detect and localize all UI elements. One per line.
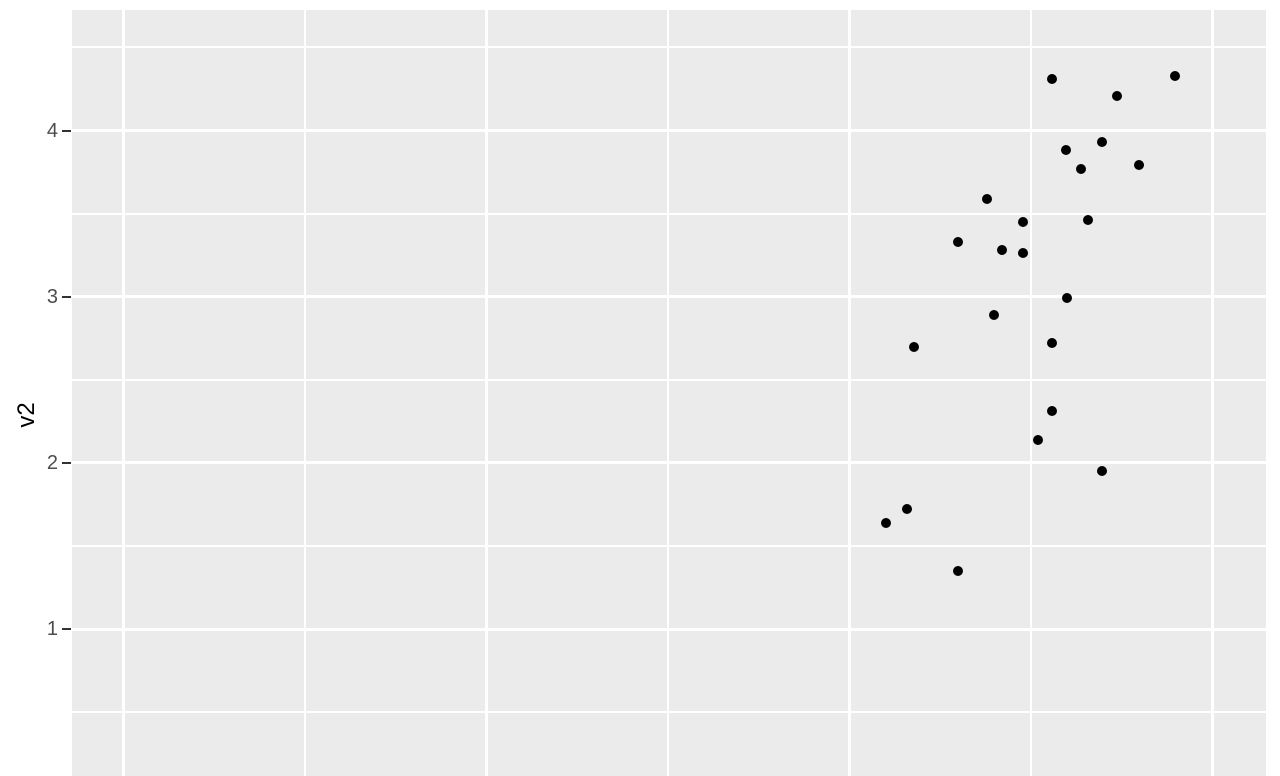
gridline-minor-x (1029, 10, 1032, 776)
data-point (1083, 215, 1093, 226)
data-point (1018, 248, 1028, 259)
gridline-major-y (72, 627, 1266, 631)
data-point (1097, 137, 1107, 148)
gridline-major-y (72, 461, 1266, 465)
y-tick-mark (62, 461, 71, 464)
gridline-major-x (1210, 10, 1214, 776)
y-tick-mark (62, 628, 71, 630)
data-point (1170, 70, 1180, 81)
gridline-minor-y (72, 378, 1266, 381)
data-point (1047, 338, 1057, 349)
gridline-minor-x (303, 10, 306, 776)
data-point (997, 245, 1007, 256)
data-point (1062, 293, 1072, 304)
y-tick-mark (62, 295, 71, 298)
data-point (1112, 90, 1122, 101)
data-point (1033, 434, 1043, 445)
data-point (1061, 145, 1071, 156)
data-point (982, 193, 992, 204)
gridline-minor-y (72, 711, 1266, 714)
data-point (909, 341, 919, 352)
gridline-minor-x (666, 10, 669, 776)
data-point (1134, 160, 1144, 171)
gridline-major-x (484, 10, 488, 776)
data-point (953, 236, 963, 247)
data-point (902, 504, 912, 515)
y-tick-label: 4 (46, 119, 58, 142)
data-point (989, 309, 999, 320)
y-tick-label: 3 (46, 285, 58, 308)
data-point (1018, 216, 1028, 227)
y-axis-title: v2 (13, 402, 40, 428)
gridline-major-y (72, 295, 1266, 299)
gridline-major-y (72, 129, 1266, 132)
gridline-minor-y (72, 544, 1266, 547)
data-point (1097, 466, 1107, 477)
y-tick-mark (62, 129, 71, 132)
gridline-major-x (121, 10, 125, 776)
gridline-minor-y (72, 46, 1266, 49)
data-point (881, 517, 891, 528)
gridline-major-x (847, 10, 851, 776)
data-point (1076, 163, 1086, 174)
y-tick-label: 2 (46, 451, 58, 474)
data-point (953, 565, 963, 576)
data-point (1047, 406, 1057, 417)
plot-panel (72, 10, 1266, 776)
data-point (1047, 73, 1057, 84)
gridline-minor-y (72, 212, 1266, 215)
y-tick-label: 1 (46, 618, 58, 640)
